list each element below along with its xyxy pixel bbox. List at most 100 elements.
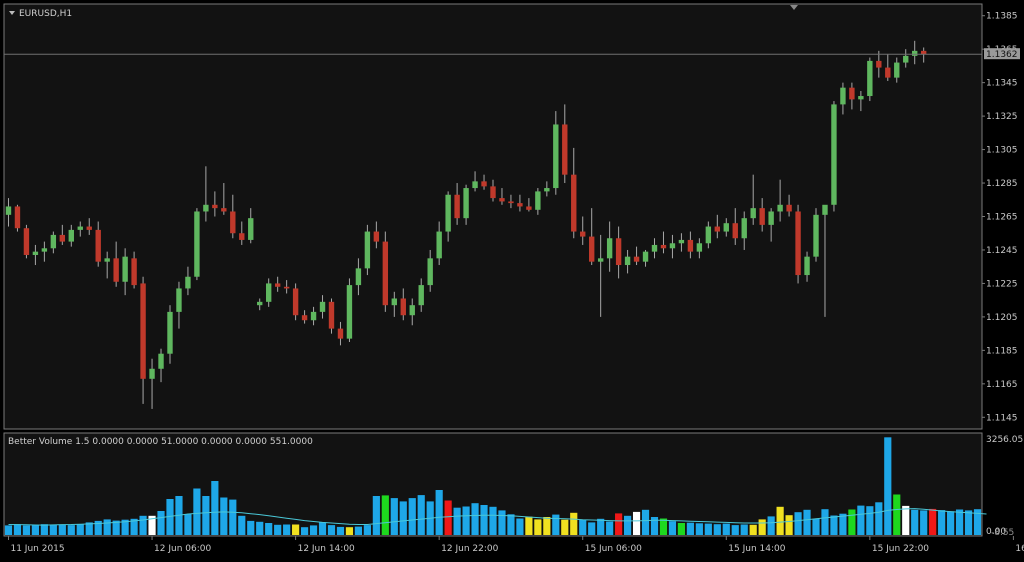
candle bbox=[14, 204, 21, 232]
volume-bar bbox=[875, 502, 883, 535]
volume-bar bbox=[363, 525, 371, 535]
candle-body bbox=[741, 218, 747, 239]
volume-bar bbox=[31, 525, 39, 535]
candle bbox=[687, 231, 694, 259]
volume-bar bbox=[516, 518, 524, 535]
candle-body bbox=[759, 208, 765, 225]
candle bbox=[221, 183, 227, 215]
candle bbox=[633, 246, 640, 266]
scroll-marker-icon[interactable] bbox=[790, 5, 798, 10]
candle bbox=[544, 181, 550, 197]
candle bbox=[454, 183, 460, 225]
candle-body bbox=[597, 258, 604, 262]
volume-bar bbox=[471, 503, 479, 535]
volume-min-label-2: -8.55 bbox=[991, 528, 1014, 538]
volume-bar bbox=[866, 506, 874, 535]
volume-bar bbox=[300, 527, 309, 535]
candle-body bbox=[131, 258, 137, 286]
candle bbox=[562, 104, 568, 184]
volume-bar bbox=[812, 518, 820, 535]
volume-bar bbox=[632, 511, 641, 535]
candle-body bbox=[32, 251, 39, 255]
volume-bar bbox=[713, 524, 721, 535]
volume-bar bbox=[354, 526, 363, 535]
price-tick-label: 1.1325 bbox=[986, 112, 1018, 122]
volume-bar bbox=[543, 517, 551, 535]
volume-bar bbox=[489, 506, 497, 535]
candle bbox=[849, 82, 855, 110]
candle bbox=[337, 321, 344, 346]
volume-bar bbox=[570, 512, 578, 535]
volume-bar bbox=[435, 490, 443, 535]
volume-bar bbox=[615, 513, 623, 535]
candle bbox=[445, 191, 451, 242]
candle bbox=[239, 221, 245, 245]
time-axis: 11 Jun 2015 12 Jun 06:00 12 Jun 14:00 12 Ju… bbox=[7, 536, 1024, 554]
candle-body bbox=[23, 228, 30, 255]
volume-average-line bbox=[8, 508, 987, 526]
volume-bar bbox=[955, 509, 964, 535]
candle bbox=[104, 251, 110, 279]
candle-body bbox=[346, 285, 353, 339]
volume-min-label: 0.00 bbox=[986, 527, 1006, 537]
volume-bar bbox=[256, 521, 264, 535]
candle bbox=[876, 50, 882, 78]
volume-bar bbox=[525, 516, 533, 535]
volume-bar bbox=[561, 519, 569, 535]
indicator-title: Better Volume 1.5 0.0000 0.0000 51.0000 … bbox=[8, 437, 313, 447]
candle bbox=[768, 208, 774, 242]
candle-body bbox=[894, 62, 900, 78]
volume-bar bbox=[22, 525, 31, 535]
candle-body bbox=[248, 218, 254, 240]
candle bbox=[885, 54, 891, 81]
time-tick-label: 11 Jun 2015 bbox=[10, 544, 64, 554]
candle bbox=[301, 310, 308, 324]
candle bbox=[283, 280, 290, 294]
candle-body bbox=[185, 276, 191, 289]
candle-body bbox=[750, 208, 756, 219]
price-panel[interactable] bbox=[3, 3, 983, 430]
candle-body bbox=[526, 206, 532, 210]
candle-body bbox=[580, 231, 586, 237]
candle bbox=[328, 298, 335, 334]
volume-bar bbox=[749, 524, 757, 535]
volume-bar bbox=[13, 524, 22, 535]
candle-body bbox=[687, 239, 694, 252]
volume-bar bbox=[408, 498, 416, 535]
volume-bar bbox=[76, 524, 84, 535]
candle-body bbox=[885, 67, 891, 78]
candle-body bbox=[678, 239, 685, 244]
price-tick-label: 1.1165 bbox=[986, 380, 1018, 390]
candle bbox=[140, 276, 146, 404]
volume-bar bbox=[677, 523, 686, 535]
price-tag-label: 1.1362 bbox=[986, 50, 1018, 60]
candle-body bbox=[149, 368, 155, 379]
volume-bar bbox=[274, 524, 282, 535]
candle-body bbox=[50, 234, 57, 249]
volume-bar bbox=[229, 499, 237, 535]
candle bbox=[185, 266, 191, 296]
volume-bar bbox=[399, 501, 407, 535]
time-tick-label: 12 Jun 14:00 bbox=[298, 544, 355, 554]
price-tick-label: 1.1225 bbox=[986, 279, 1018, 289]
candle bbox=[355, 258, 362, 296]
chart-title[interactable]: EURUSD,H1 bbox=[9, 9, 72, 19]
candle-body bbox=[858, 96, 864, 100]
candle-body bbox=[813, 214, 819, 257]
dropdown-triangle-icon[interactable] bbox=[9, 11, 15, 15]
price-tag bbox=[984, 48, 1020, 60]
candle bbox=[391, 291, 397, 317]
candle bbox=[759, 198, 765, 232]
candle-body bbox=[95, 229, 101, 262]
candle bbox=[723, 218, 729, 237]
candle bbox=[822, 204, 828, 317]
candle bbox=[669, 234, 676, 259]
volume-bar bbox=[211, 481, 219, 535]
candle-body bbox=[328, 301, 335, 329]
candle bbox=[615, 226, 622, 279]
candle-body bbox=[409, 305, 415, 316]
candle bbox=[203, 166, 209, 222]
candle-body bbox=[831, 104, 837, 205]
